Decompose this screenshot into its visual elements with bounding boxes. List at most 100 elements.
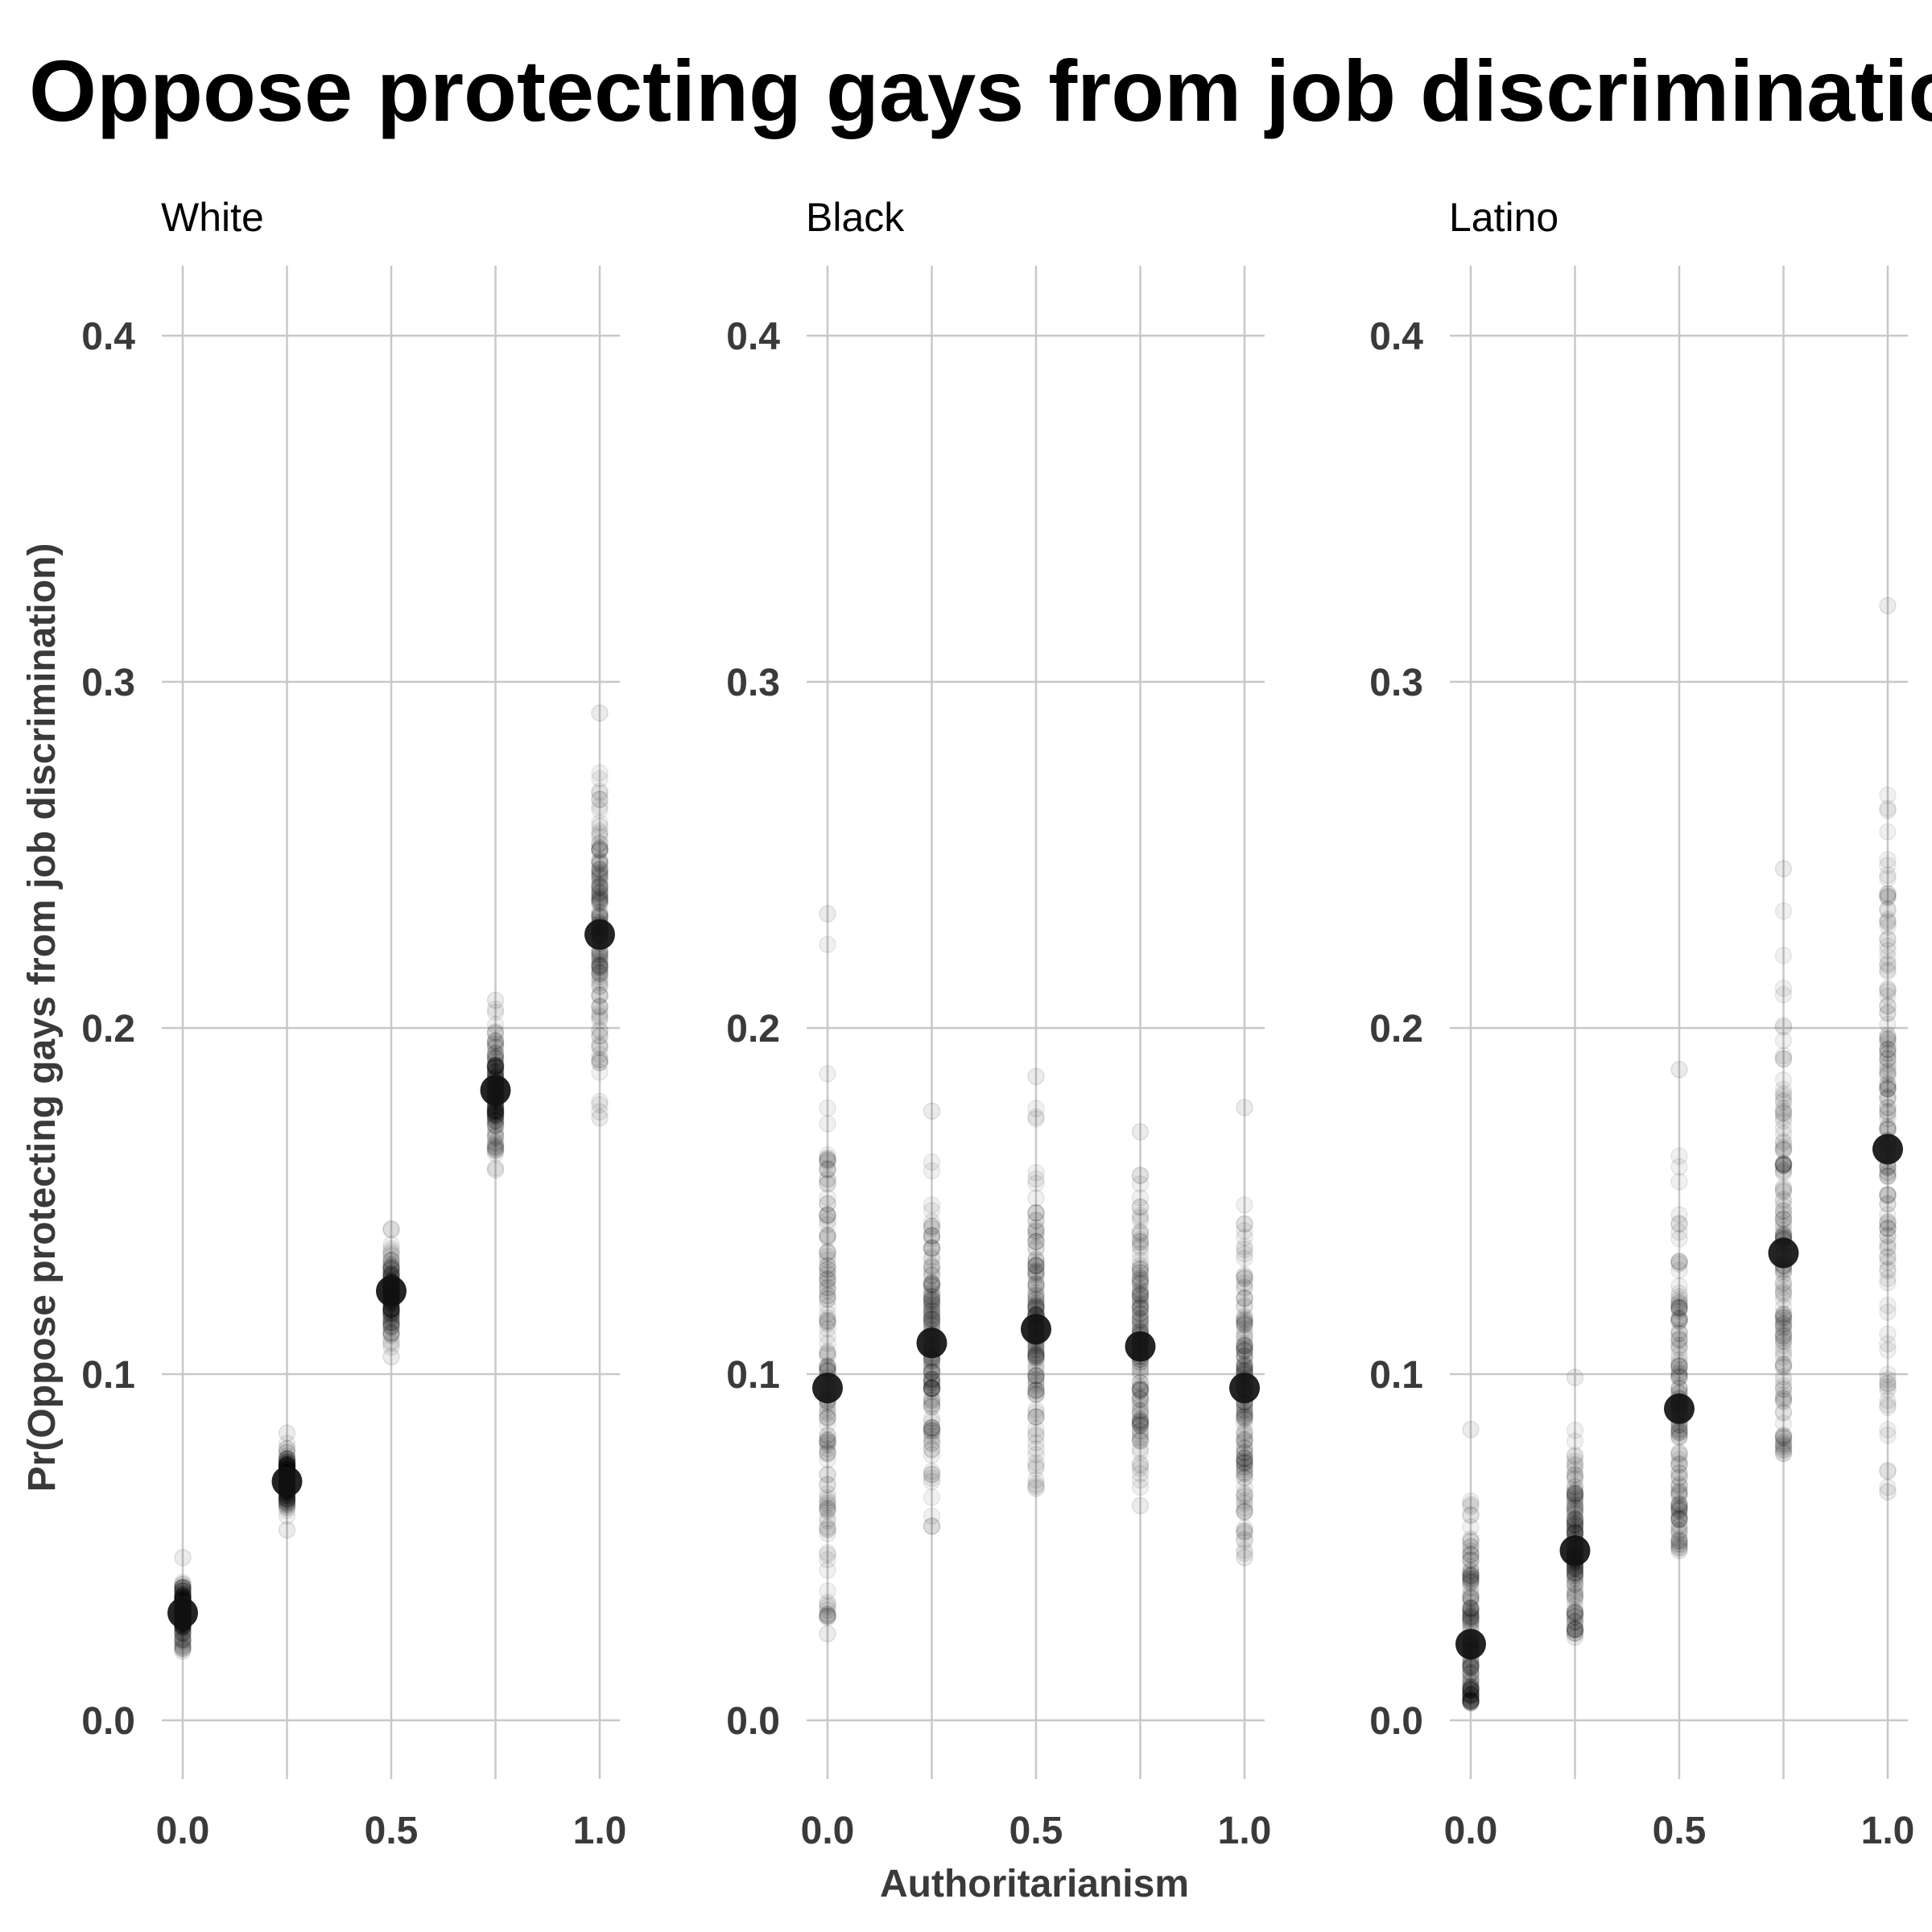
- draw-point: [923, 1465, 941, 1484]
- draw-point: [1027, 1385, 1045, 1403]
- draw-point: [591, 954, 609, 972]
- draw-point: [1462, 1505, 1480, 1524]
- draw-point: [591, 801, 609, 819]
- draw-point: [486, 1161, 505, 1179]
- draw-point: [1131, 1374, 1150, 1392]
- draw-point: [1774, 1341, 1793, 1359]
- draw-point: [1131, 1304, 1150, 1322]
- draw-point: [1236, 1524, 1253, 1542]
- draw-point: [591, 997, 609, 1015]
- draw-point: [1131, 1402, 1150, 1419]
- draw-point: [923, 1472, 941, 1491]
- draw-point: [1131, 1198, 1150, 1216]
- draw-point: [1462, 1686, 1480, 1704]
- y-tick-label: 0.2: [726, 1008, 780, 1051]
- draw-point: [1236, 1463, 1253, 1480]
- draw-point: [1131, 1212, 1150, 1230]
- draw-point: [819, 1175, 836, 1193]
- draw-point: [1236, 1484, 1253, 1503]
- draw-point: [174, 1579, 192, 1596]
- draw-point: [1879, 823, 1897, 841]
- draw-point: [923, 1305, 941, 1323]
- draw-point: [1027, 1269, 1045, 1286]
- draw-point: [819, 1488, 836, 1507]
- draw-point: [1879, 1391, 1897, 1410]
- draw-point: [1131, 1198, 1150, 1216]
- draw-point: [1670, 1361, 1688, 1379]
- draw-point: [1774, 1357, 1793, 1376]
- draw-point: [1027, 1347, 1045, 1364]
- draw-point: [1027, 1232, 1045, 1251]
- draw-point: [1879, 1478, 1897, 1496]
- draw-point: [486, 1038, 505, 1056]
- draw-point: [1131, 1233, 1150, 1251]
- draw-point: [819, 1607, 836, 1625]
- draw-point: [923, 1291, 941, 1309]
- draw-point: [1027, 1348, 1045, 1367]
- draw-point: [819, 1269, 836, 1288]
- y-tick-label: 0.1: [1369, 1354, 1423, 1397]
- draw-point: [1027, 1221, 1045, 1240]
- draw-point: [1027, 1170, 1045, 1188]
- draw-point: [278, 1499, 296, 1517]
- draw-point: [1236, 1404, 1253, 1422]
- draw-point: [278, 1507, 296, 1525]
- draw-point: [1670, 1522, 1688, 1541]
- mean-point: [1021, 1314, 1051, 1345]
- draw-point: [382, 1335, 400, 1352]
- draw-point: [819, 1443, 836, 1461]
- draw-point: [1879, 1461, 1897, 1480]
- draw-point: [1236, 1530, 1253, 1548]
- draw-point: [819, 1444, 836, 1463]
- draw-point: [1131, 1297, 1150, 1315]
- draw-point: [591, 903, 609, 922]
- draw-point: [1774, 1108, 1793, 1126]
- draw-point: [1027, 1440, 1045, 1458]
- draw-point: [1462, 1589, 1480, 1608]
- draw-point: [923, 1102, 941, 1120]
- draw-point: [591, 865, 609, 882]
- draw-point: [923, 1419, 941, 1437]
- draw-point: [486, 1115, 505, 1133]
- draw-point: [1462, 1599, 1480, 1617]
- draw-point: [591, 782, 609, 800]
- draw-point: [591, 1021, 609, 1038]
- draw-point: [1774, 902, 1793, 920]
- draw-point: [591, 1092, 609, 1110]
- draw-point: [1236, 1336, 1253, 1355]
- draw-point: [591, 866, 609, 884]
- draw-point: [1462, 1558, 1480, 1576]
- draw-point: [1566, 1466, 1584, 1484]
- draw-point: [819, 1466, 836, 1484]
- draw-point: [1131, 1422, 1150, 1440]
- draw-point: [819, 1279, 836, 1297]
- draw-point: [1027, 1427, 1045, 1445]
- draw-point: [1236, 1503, 1253, 1521]
- draw-point: [923, 1424, 941, 1442]
- mean-point: [480, 1075, 511, 1106]
- draw-point: [591, 841, 609, 859]
- y-tick-label: 0.0: [81, 1700, 135, 1743]
- draw-point: [1236, 1327, 1253, 1345]
- draw-point: [1236, 1245, 1253, 1263]
- draw-point: [1027, 1352, 1045, 1369]
- draw-point: [1462, 1659, 1480, 1677]
- draw-point: [1236, 1222, 1253, 1240]
- draw-point: [1462, 1689, 1480, 1707]
- draw-point: [1027, 1371, 1045, 1389]
- draw-point: [486, 1126, 505, 1145]
- draw-point: [1462, 1593, 1480, 1611]
- draw-point: [1462, 1421, 1480, 1439]
- draw-point: [382, 1247, 400, 1265]
- draw-point: [819, 1432, 836, 1450]
- draw-point: [1027, 1251, 1045, 1269]
- draw-point: [923, 1239, 941, 1257]
- draw-point: [1131, 1412, 1150, 1430]
- draw-point: [591, 1063, 609, 1081]
- draw-point: [819, 1311, 836, 1330]
- draw-point: [1236, 1346, 1253, 1364]
- draw-point: [591, 853, 609, 871]
- draw-point: [819, 1195, 836, 1213]
- draw-point: [819, 1607, 836, 1625]
- draw-point: [486, 1105, 505, 1123]
